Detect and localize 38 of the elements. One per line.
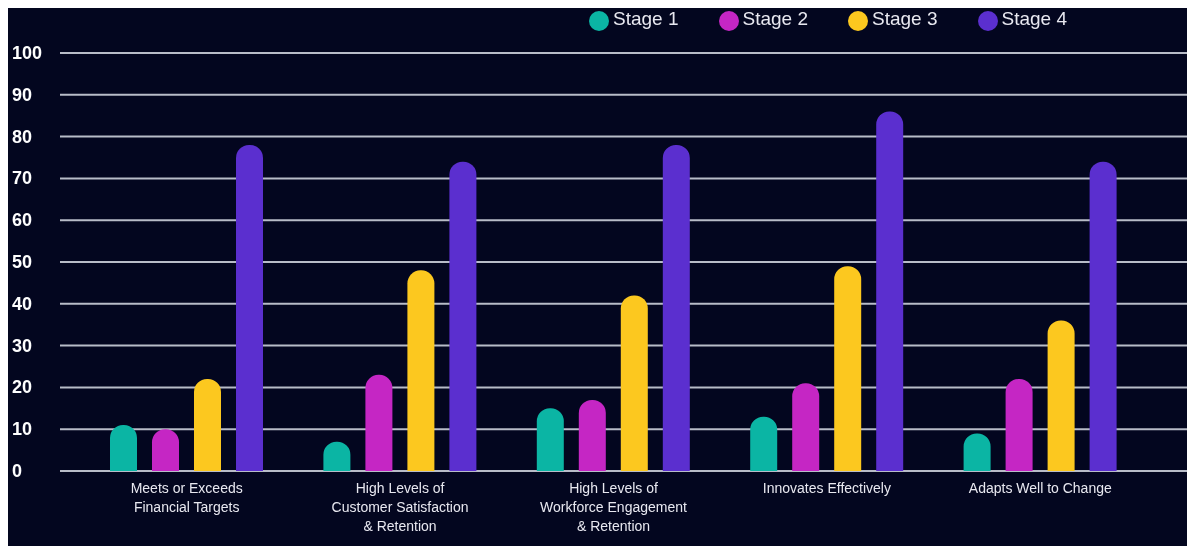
legend-label: Stage 1 — [613, 8, 679, 29]
bar — [194, 379, 221, 471]
bar — [152, 429, 179, 471]
bar — [449, 161, 477, 471]
bar — [365, 374, 393, 471]
legend-label: Stage 3 — [872, 8, 938, 29]
bar — [792, 383, 820, 471]
y-tick-label: 80 — [12, 126, 33, 147]
bar — [662, 144, 690, 471]
y-tick-label: 70 — [12, 168, 33, 189]
bar — [110, 425, 137, 471]
x-tick-label: Meets or Exceeds Financial Targets — [130, 480, 243, 515]
bar — [834, 266, 862, 471]
y-tick-label: 100 — [12, 43, 43, 63]
y-tick-label: 0 — [12, 461, 23, 481]
bar — [1047, 320, 1075, 471]
bar — [407, 270, 435, 471]
y-tick-label: 40 — [12, 293, 33, 314]
legend-label: Stage 4 — [1001, 8, 1067, 29]
bar — [578, 399, 606, 471]
x-tick-label: High Levels of Customer Satisfaction & Retention — [331, 480, 469, 534]
y-tick-label: 60 — [12, 210, 33, 231]
y-tick-label: 50 — [12, 252, 33, 272]
bar — [876, 111, 904, 471]
bar — [620, 295, 648, 471]
x-tick-label: Innovates Effectively — [762, 480, 891, 496]
x-tick-label: High Levels of Workforce Engagement & Retention — [540, 480, 688, 534]
y-tick-label: 10 — [12, 419, 33, 440]
bar — [1005, 379, 1033, 471]
bar — [1089, 161, 1117, 471]
y-tick-label: 90 — [12, 84, 33, 105]
x-tick-label: Adapts Well to Change — [968, 480, 1112, 496]
bar — [750, 416, 778, 471]
bar — [536, 408, 564, 471]
bar — [236, 144, 263, 471]
y-tick-label: 20 — [12, 377, 33, 398]
y-tick-label: 30 — [12, 335, 33, 356]
legend-label: Stage 2 — [742, 8, 808, 29]
